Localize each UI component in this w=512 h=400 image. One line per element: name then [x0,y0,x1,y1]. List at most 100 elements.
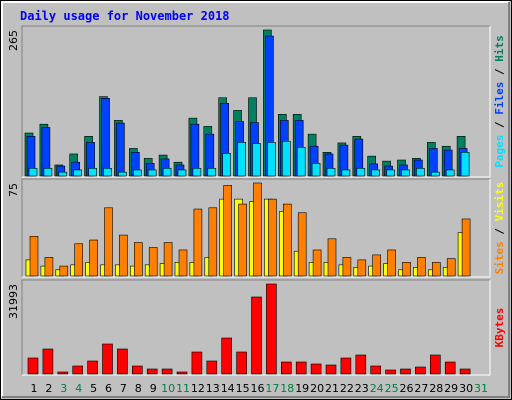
bar [385,369,396,375]
bar [416,167,425,177]
x-tick-label: 7 [120,382,127,395]
x-tick-label: 23 [355,382,369,395]
x-tick-label: 1 [31,382,38,395]
x-tick-label: 19 [295,382,309,395]
bar [207,167,217,177]
bar [133,169,142,177]
legend: KBytes [493,308,506,348]
legend-entry: Visits [493,182,506,222]
bar [251,296,262,375]
x-tick-label: 3 [60,382,67,395]
bevel [21,279,490,375]
bar [101,98,110,177]
bar [355,354,367,375]
bar [178,249,188,277]
legend-separator: / [493,62,506,82]
bar [281,140,291,177]
x-tick-label: 20 [310,382,324,395]
x-tick-label: 24 [370,382,384,395]
chart-title: Daily usage for November 2018 [20,9,230,23]
bar [161,368,173,375]
y-tick-label: 265 [7,30,20,51]
bar [446,258,456,277]
bar [312,249,322,277]
bar [72,365,83,375]
bar [27,357,39,375]
legend-entry: Sites [493,241,506,274]
bar [417,257,426,277]
bar [295,361,307,375]
bar [134,242,143,277]
legend-entry: Pages [493,135,506,168]
x-tick-label: 30 [459,382,473,395]
bar [104,207,113,277]
bar [223,185,232,277]
legend-separator: / [493,115,506,135]
bar [387,249,396,277]
x-tick-label: 27 [414,382,428,395]
bar [431,262,441,277]
bar [415,366,426,375]
bar [252,143,261,177]
bar [268,198,277,277]
bar [118,171,127,177]
x-tick-label: 29 [444,382,458,395]
bar [297,212,307,277]
x-tick-label: 9 [150,382,157,395]
bar [372,254,382,277]
bar [176,371,188,375]
bar [459,368,471,375]
bar [460,152,470,177]
x-tick-label: 13 [206,382,220,395]
bar [132,365,143,375]
x-tick-label: 31 [474,382,488,395]
bevel [22,179,491,278]
bar [221,337,232,375]
bar [88,167,97,177]
legend-entry: Hits [493,35,506,62]
x-tick-label: 22 [340,382,354,395]
bar [402,262,411,277]
bar [370,365,382,375]
bar [89,239,98,277]
x-tick-label: 28 [429,382,443,395]
legend: Sites / Visits [493,182,506,275]
bar [162,167,172,177]
bar [58,171,68,177]
bar [461,218,471,277]
bar [116,122,125,177]
bar [342,257,352,277]
bar [429,354,441,375]
x-tick-label: 15 [236,382,250,395]
bevel [22,280,491,376]
x-tick-label: 25 [385,382,399,395]
bar [148,247,158,277]
bar [57,371,69,375]
bevel [22,26,491,178]
y-tick-label: 75 [7,183,20,197]
x-tick-label: 26 [400,382,414,395]
bar [444,361,456,375]
bar [28,167,38,177]
bar [177,169,187,177]
x-tick-label: 8 [135,382,142,395]
bar [325,364,337,375]
bar [326,167,336,177]
legend-separator: / [493,221,506,241]
bar [327,238,337,277]
bar [44,257,54,277]
x-tick-label: 11 [176,382,190,395]
bar [237,142,246,177]
bar [59,265,69,277]
bar [340,357,352,375]
y-tick-label: 31993 [7,284,20,319]
x-tick-label: 5 [90,382,97,395]
bar [357,259,367,277]
bar [356,167,366,177]
bar [147,169,157,177]
bar [236,351,247,375]
bar [73,169,82,177]
